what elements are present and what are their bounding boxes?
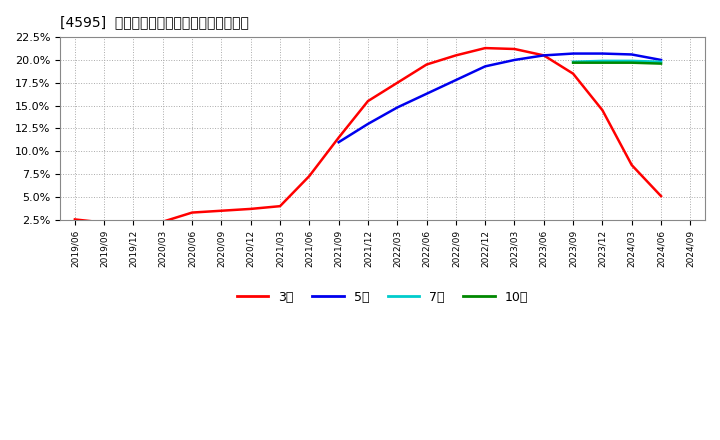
3年 xyxy=(481,45,490,51)
3年 xyxy=(100,220,109,225)
3年 xyxy=(129,221,138,226)
5年 xyxy=(364,121,372,127)
Line: 10年: 10年 xyxy=(573,62,661,64)
10年 xyxy=(569,60,577,65)
5年 xyxy=(481,64,490,69)
3年 xyxy=(188,210,197,215)
3年 xyxy=(598,107,607,113)
3年 xyxy=(569,71,577,76)
3年 xyxy=(364,99,372,104)
5年 xyxy=(451,77,460,83)
5年 xyxy=(657,57,665,62)
5年 xyxy=(569,51,577,56)
Line: 3年: 3年 xyxy=(75,48,661,224)
Line: 7年: 7年 xyxy=(573,61,661,62)
3年 xyxy=(393,80,402,85)
7年 xyxy=(598,58,607,63)
5年 xyxy=(393,105,402,110)
5年 xyxy=(539,53,548,58)
7年 xyxy=(657,59,665,64)
10年 xyxy=(598,60,607,65)
3年 xyxy=(657,194,665,199)
5年 xyxy=(334,139,343,145)
Line: 5年: 5年 xyxy=(338,54,661,142)
3年 xyxy=(276,204,284,209)
7年 xyxy=(627,58,636,63)
3年 xyxy=(539,53,548,58)
3年 xyxy=(305,173,314,179)
3年 xyxy=(158,219,167,224)
3年 xyxy=(71,217,79,222)
3年 xyxy=(627,162,636,168)
3年 xyxy=(451,53,460,58)
3年 xyxy=(510,46,519,51)
5年 xyxy=(422,91,431,96)
3年 xyxy=(422,62,431,67)
3年 xyxy=(217,208,226,213)
10年 xyxy=(657,61,665,66)
7年 xyxy=(569,59,577,64)
Text: [4595]  経常利益マージンの標準偏差の推移: [4595] 経常利益マージンの標準偏差の推移 xyxy=(60,15,249,29)
5年 xyxy=(598,51,607,56)
10年 xyxy=(627,60,636,65)
5年 xyxy=(510,57,519,62)
3年 xyxy=(334,135,343,140)
3年 xyxy=(246,206,255,212)
Legend: 3年, 5年, 7年, 10年: 3年, 5年, 7年, 10年 xyxy=(232,286,533,309)
5年 xyxy=(627,52,636,57)
